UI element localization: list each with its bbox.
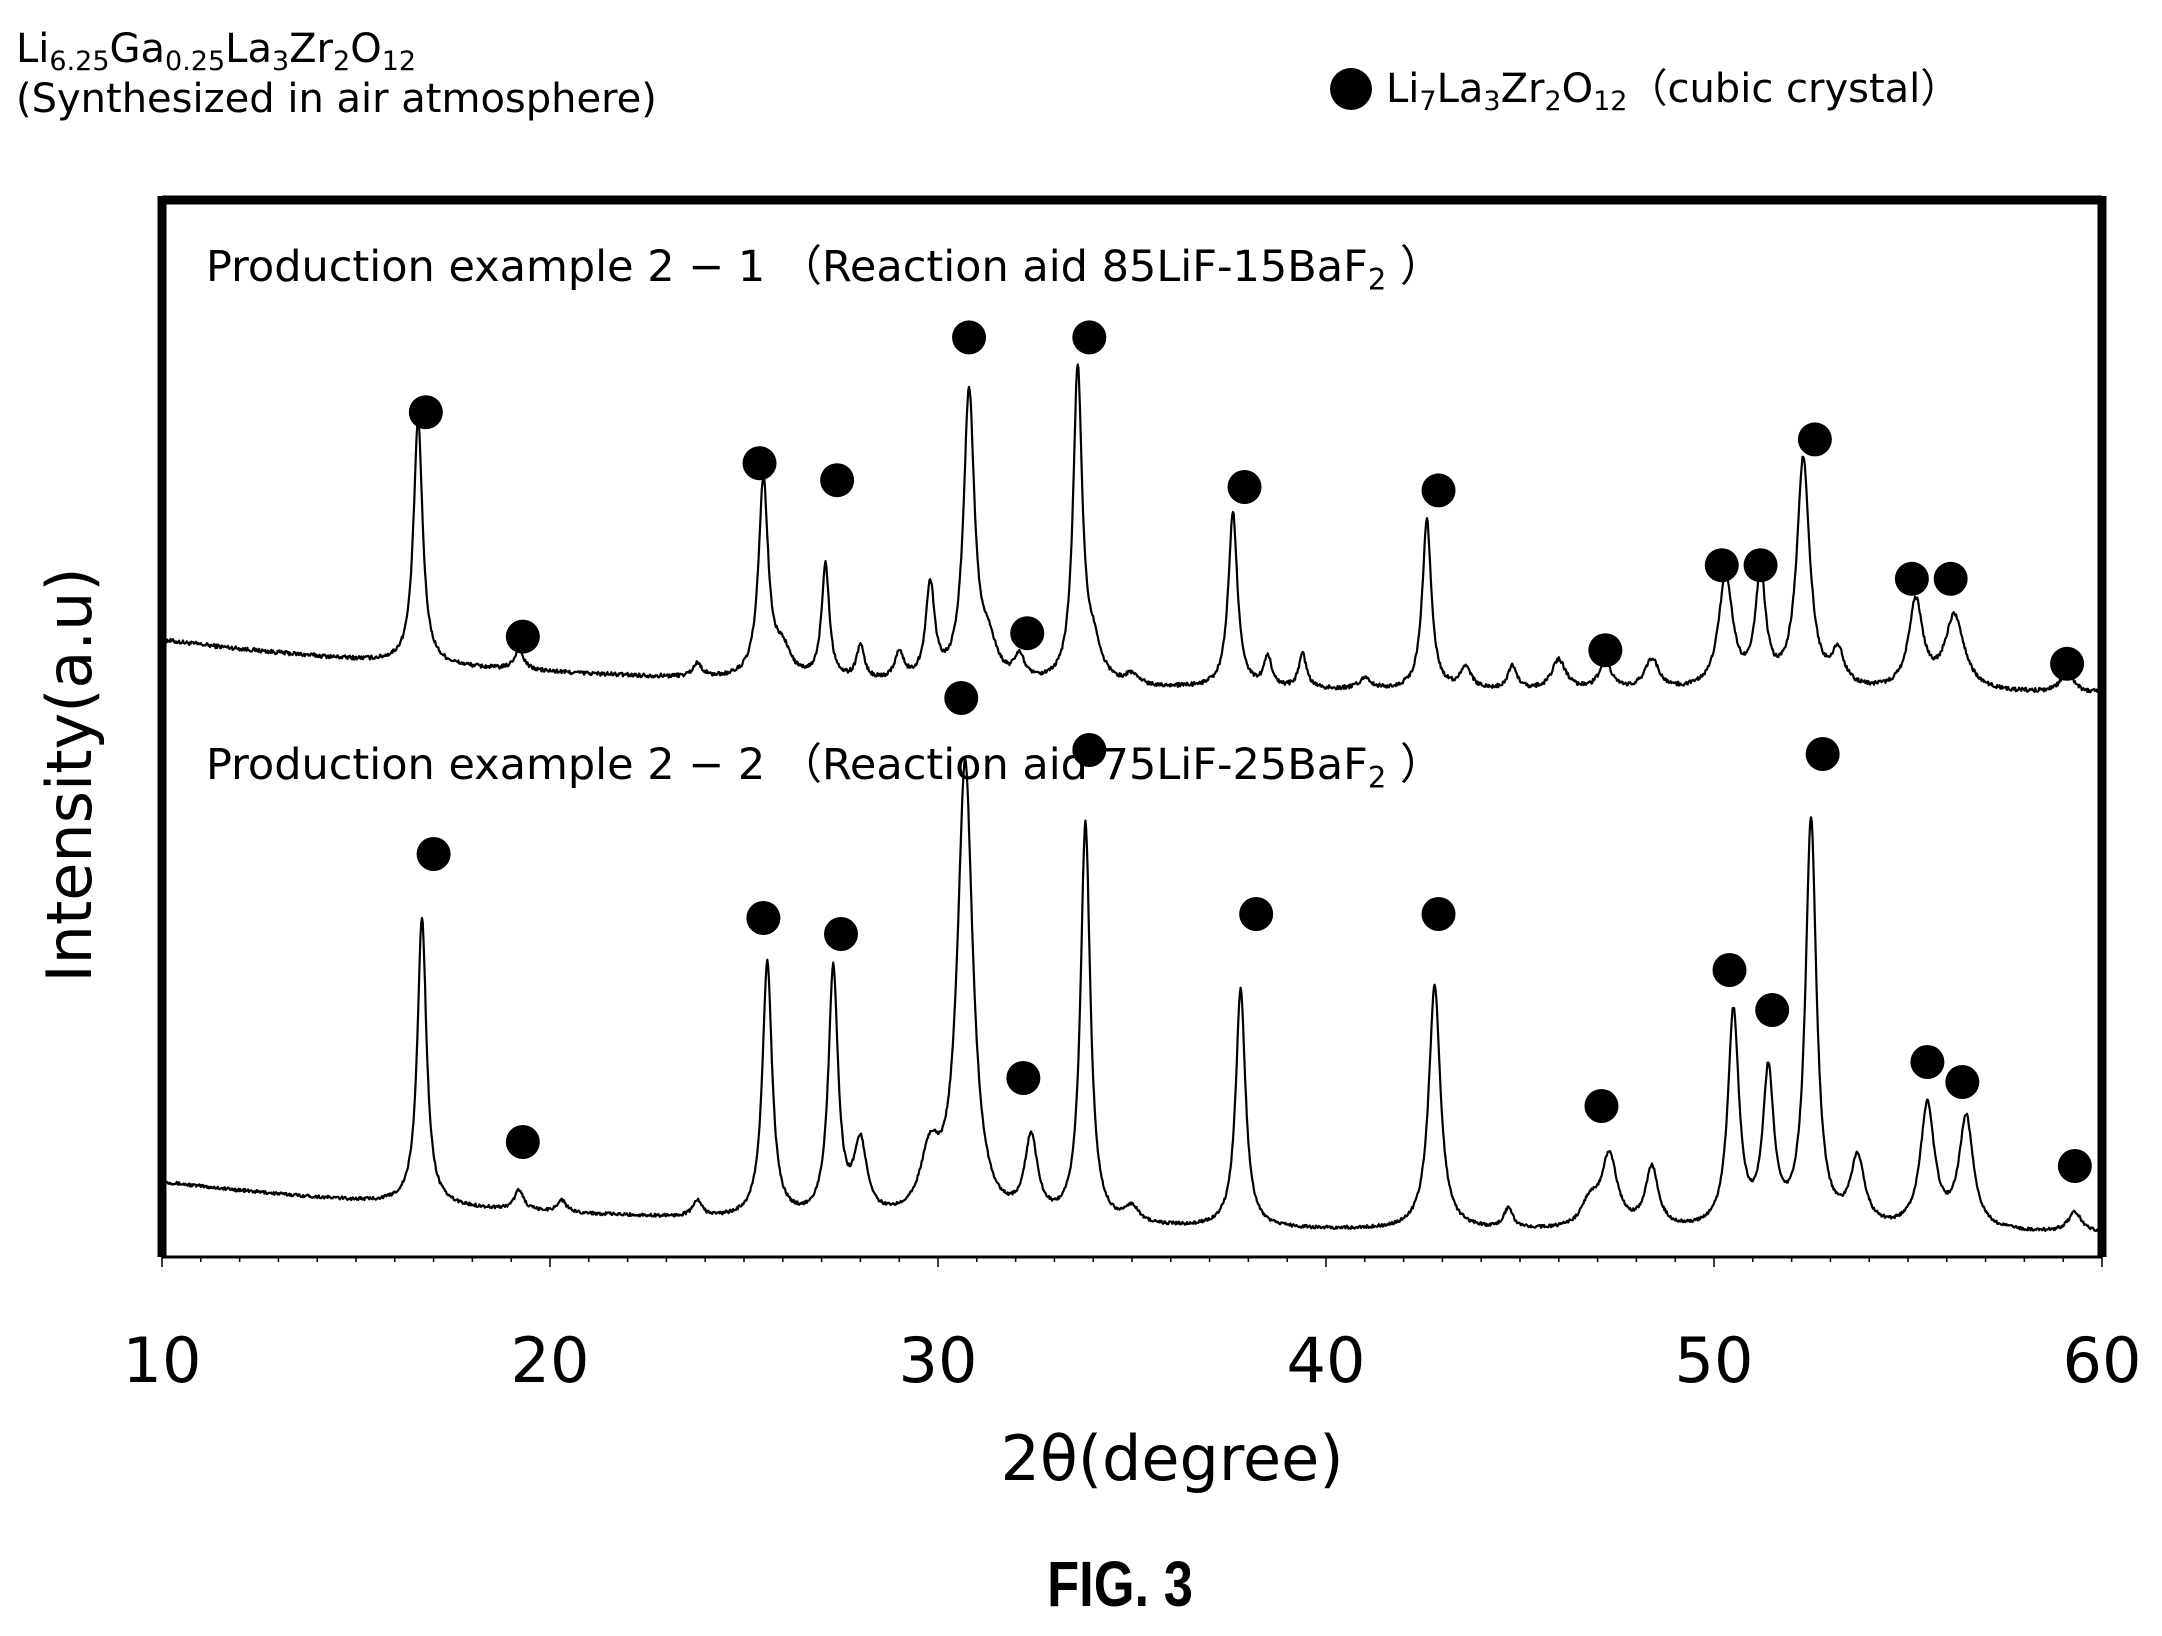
phase-marker-s2 <box>746 901 781 935</box>
phase-marker-s1 <box>505 619 540 654</box>
synthesis-note: (Synthesized in air atmosphere) <box>16 76 657 122</box>
phase-marker-s2 <box>1712 953 1747 987</box>
phase-marker-s1 <box>1421 473 1456 508</box>
phase-marker-s1 <box>1933 561 1968 596</box>
phase-marker-s2 <box>1239 897 1274 931</box>
series-label-s1-text: Production example 2 − 1 （Reaction aid 8… <box>206 242 1368 292</box>
phase-marker-s2 <box>1805 737 1840 771</box>
phase-marker-s1 <box>1010 616 1045 651</box>
phase-marker-s1 <box>1704 548 1739 583</box>
x-axis-title: 2θ(degree) <box>1000 1422 1344 1495</box>
formula-text: O <box>350 26 382 72</box>
formula-text: La <box>225 26 272 72</box>
phase-marker-s1 <box>742 446 777 481</box>
formula-text: Zr <box>289 26 334 72</box>
x-tick-label: 60 <box>2062 1324 2142 1397</box>
phase-marker-s2 <box>416 837 451 871</box>
phase-marker-s2 <box>1584 1089 1619 1123</box>
legend-label-text: Zr <box>1500 66 1545 112</box>
formula-text: Li <box>16 26 50 72</box>
legend-label-text: La <box>1436 66 1484 112</box>
series-label-s2-subscript: 2 <box>1367 760 1387 795</box>
series-label-s1: Production example 2 − 1 （Reaction aid 8… <box>206 242 1443 294</box>
formula-subscript: 3 <box>271 46 290 78</box>
series-label-s1-subscript: 2 <box>1367 262 1387 297</box>
legend-label-subscript: 3 <box>1483 86 1501 118</box>
series-label-s2-text: ） <box>1386 740 1443 790</box>
legend-label-subscript: 2 <box>1544 86 1562 118</box>
phase-marker-s1 <box>1797 422 1832 457</box>
compound-formula: Li6.25Ga0.25La3Zr2O12 <box>16 26 416 75</box>
x-tick-label: 30 <box>898 1324 978 1397</box>
formula-subscript: 12 <box>381 46 417 78</box>
figure-caption: FIG. 3 <box>1047 1548 1193 1620</box>
legend: Li7La3Zr2O12（cubic crystal） <box>1330 66 1961 115</box>
phase-marker-s2 <box>2057 1149 2092 1183</box>
legend-marker-icon <box>1330 68 1372 110</box>
phase-marker-s2 <box>505 1125 540 1159</box>
phase-marker-s2 <box>1755 993 1790 1027</box>
phase-marker-s1 <box>1743 548 1778 583</box>
phase-marker-s2 <box>1945 1065 1980 1099</box>
formula-subscript: 0.25 <box>165 46 226 78</box>
phase-marker-s1 <box>2050 646 2085 681</box>
phase-marker-s1 <box>1588 633 1623 668</box>
phase-marker-s1 <box>1894 561 1929 596</box>
x-tick-label: 40 <box>1286 1324 1366 1397</box>
phase-marker-s1 <box>408 395 443 430</box>
formula-subscript: 6.25 <box>49 46 110 78</box>
legend-label: Li7La3Zr2O12（cubic crystal） <box>1386 66 1961 115</box>
legend-label-text: Li <box>1386 66 1420 112</box>
legend-label-text: O <box>1561 66 1594 112</box>
x-tick-label: 50 <box>1674 1324 1754 1397</box>
series-label-s2-text: Production example 2 − 2 （Reaction aid 7… <box>206 740 1368 790</box>
phase-marker-s2 <box>1421 897 1456 931</box>
formula-subscript: 2 <box>333 46 351 78</box>
legend-label-subscript: 12 <box>1593 86 1628 118</box>
phase-marker-s1 <box>952 320 987 355</box>
legend-label-text: （cubic crystal） <box>1627 66 1961 112</box>
phase-marker-s1 <box>820 463 855 498</box>
phase-marker-s2 <box>1910 1045 1945 1079</box>
phase-marker-s1 <box>1227 470 1262 504</box>
y-axis-title: Intensity(a.u) <box>33 567 106 983</box>
phase-marker-s1 <box>1072 320 1107 355</box>
x-tick-label: 20 <box>510 1324 590 1397</box>
phase-marker-s2 <box>1006 1061 1041 1095</box>
formula-text: Ga <box>109 26 166 72</box>
phase-marker-s2 <box>1072 733 1107 767</box>
series-line-s1 <box>161 363 2103 694</box>
series-label-s1-text: ） <box>1386 242 1443 292</box>
x-tick-label: 10 <box>122 1324 202 1397</box>
series-line-s2 <box>161 758 2104 1233</box>
phase-marker-s2 <box>944 681 979 715</box>
phase-marker-s2 <box>824 917 858 951</box>
series-label-s2: Production example 2 − 2 （Reaction aid 7… <box>206 740 1443 792</box>
legend-label-subscript: 7 <box>1419 86 1437 118</box>
